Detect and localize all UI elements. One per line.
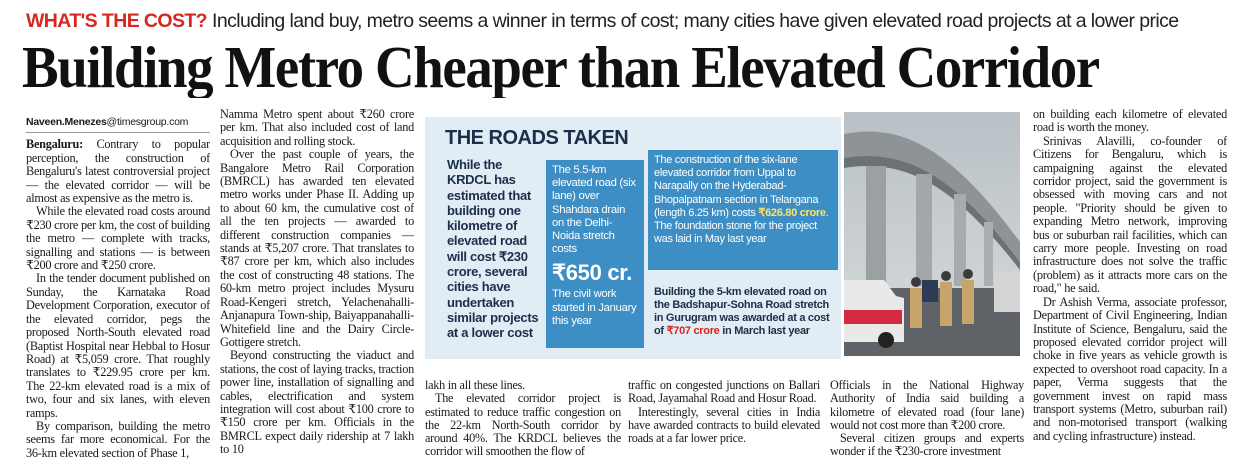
box-text: Building the 5-km elevated road on the B… [654, 286, 830, 337]
paragraph: In the tender document published on Sund… [26, 271, 210, 420]
panel-intro: While the KRDCL has estimated that build… [447, 157, 539, 341]
byline-domain: @timesgroup.com [106, 116, 189, 128]
column-4: traffic on congested junctions on Ballar… [628, 379, 820, 461]
byline-name: Naveen.Menezes [26, 116, 107, 128]
column-3: lakh in all these lines. The elevated co… [425, 379, 621, 461]
paragraph: Over the past couple of years, the Banga… [220, 147, 414, 349]
elevated-road-photo [844, 112, 1020, 356]
paragraph: Dr Ashish Verma, associate professor, De… [1033, 294, 1227, 443]
box-text: The civil work started in January this y… [552, 288, 637, 327]
paragraph: Beyond constructing the viaduct and stat… [220, 348, 414, 457]
paragraph: By comparison, building the metro seems … [26, 418, 210, 460]
column-6: on building each kilometre of elevated r… [1033, 108, 1227, 461]
hyderabad-box: The construction of the six-lane elevate… [648, 150, 838, 270]
box-text: . The foundation stone for the project w… [654, 206, 829, 246]
byline: Naveen.Menezes@timesgroup.com [26, 116, 210, 134]
paragraph: on building each kilometre of elevated r… [1033, 108, 1227, 135]
gurugram-box: Building the 5-km elevated road on the B… [648, 282, 838, 352]
price-figure: ₹650 cr. [552, 260, 633, 286]
column-1: Naveen.Menezes@timesgroup.com Bengaluru:… [26, 116, 210, 461]
dateline: Bengaluru: [26, 137, 83, 152]
photo-illustration [844, 112, 1020, 356]
column-2: Namma Metro spent about ₹260 crore per k… [220, 108, 414, 461]
paragraph: Interestingly, several cities in India h… [628, 404, 820, 446]
delhi-noida-box: The 5.5-km elevated road (six lane) over… [546, 160, 644, 348]
paragraph: The elevated corridor project is estimat… [425, 391, 621, 459]
paragraph-text: Contrary to popular perception, the cons… [26, 137, 210, 206]
box-text: The construction of the six-lane elevate… [654, 154, 819, 219]
paragraph: Officials in the National Highway Author… [830, 379, 1024, 432]
kicker-label: WHAT'S THE COST? [26, 10, 208, 32]
panel-title: THE ROADS TAKEN [445, 127, 629, 149]
box-text: in March last year [719, 325, 810, 337]
paragraph: Srinivas Alavilli, co-founder of Citizen… [1033, 133, 1227, 296]
paragraph: traffic on congested junctions on Ballar… [628, 379, 820, 406]
kicker-text: Including land buy, metro seems a winner… [212, 10, 1179, 32]
paragraph: Namma Metro spent about ₹260 crore per k… [220, 108, 414, 148]
column-5: Officials in the National Highway Author… [830, 379, 1024, 461]
box-text: The 5.5-km elevated road (six lane) over… [552, 164, 636, 256]
price-figure: ₹626.80 crore [758, 206, 826, 219]
paragraph: Bengaluru: Contrary to popular perceptio… [26, 138, 210, 205]
kicker: WHAT'S THE COST? Including land buy, metr… [26, 10, 1226, 33]
price-figure: ₹707 crore [666, 325, 720, 337]
paragraph: While the elevated road costs around ₹23… [26, 204, 210, 273]
paragraph: lakh in all these lines. [425, 379, 525, 392]
headline: Building Metro Cheaper than Elevated Cor… [22, 36, 1100, 98]
paragraph: Several citizen groups and experts wonde… [830, 431, 1024, 459]
